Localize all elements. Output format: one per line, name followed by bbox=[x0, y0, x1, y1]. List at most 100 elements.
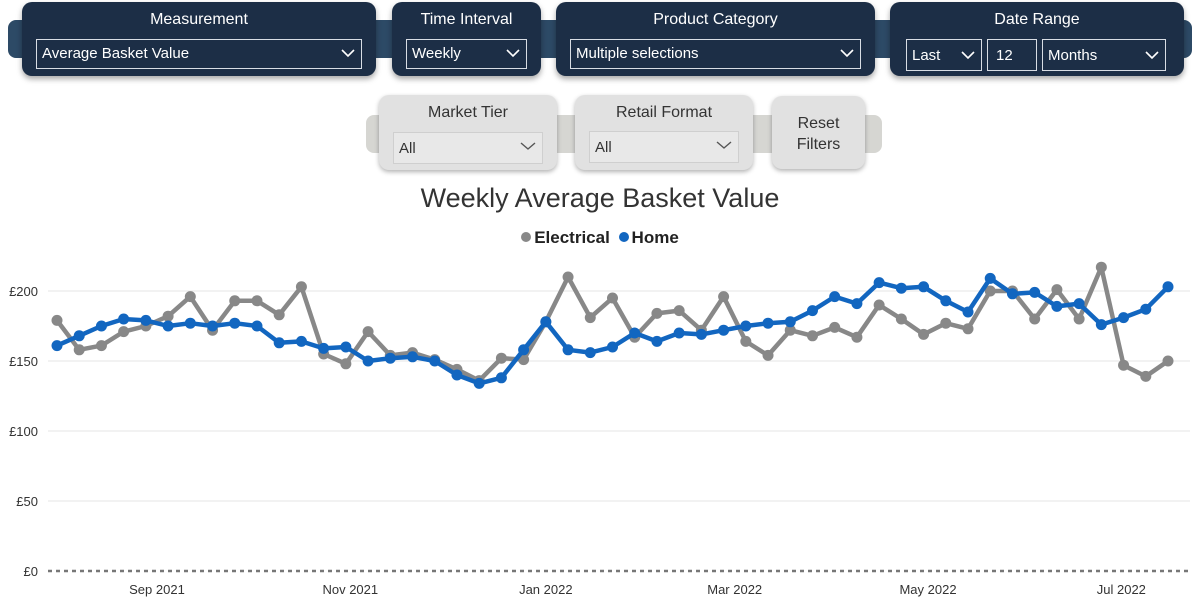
data-point-home[interactable] bbox=[518, 344, 530, 356]
data-point-electrical[interactable] bbox=[607, 292, 618, 304]
data-point-electrical[interactable] bbox=[962, 323, 974, 335]
data-point-home[interactable] bbox=[184, 317, 196, 329]
data-point-electrical[interactable] bbox=[184, 291, 196, 303]
data-point-electrical[interactable] bbox=[784, 324, 796, 336]
data-point-home[interactable] bbox=[1118, 312, 1130, 324]
data-point-electrical[interactable] bbox=[562, 271, 574, 283]
data-point-home[interactable] bbox=[73, 330, 85, 342]
data-point-electrical[interactable] bbox=[673, 305, 685, 317]
data-point-electrical[interactable] bbox=[918, 328, 930, 340]
data-point-home[interactable] bbox=[362, 355, 374, 367]
data-point-home[interactable] bbox=[940, 295, 952, 307]
data-point-home[interactable] bbox=[384, 352, 396, 364]
data-point-electrical[interactable] bbox=[873, 299, 885, 311]
data-point-electrical[interactable] bbox=[295, 281, 307, 293]
legend-item-home[interactable]: Home bbox=[618, 228, 679, 248]
data-point-home[interactable] bbox=[273, 337, 285, 349]
data-point-electrical[interactable] bbox=[51, 314, 63, 326]
data-point-home[interactable] bbox=[1006, 288, 1018, 300]
data-point-home[interactable] bbox=[340, 341, 352, 353]
data-point-home[interactable] bbox=[229, 317, 241, 329]
data-point-electrical[interactable] bbox=[940, 317, 952, 329]
data-point-electrical[interactable] bbox=[895, 313, 907, 325]
data-point-home[interactable] bbox=[407, 351, 419, 363]
data-point-home[interactable] bbox=[118, 313, 130, 325]
data-point-home[interactable] bbox=[829, 291, 841, 303]
data-point-home[interactable] bbox=[873, 277, 885, 289]
data-point-electrical[interactable] bbox=[1118, 359, 1130, 371]
data-point-electrical[interactable] bbox=[362, 326, 374, 338]
data-point-home[interactable] bbox=[51, 340, 63, 352]
data-point-home[interactable] bbox=[540, 316, 552, 328]
date-range-mode-dropdown[interactable]: Last bbox=[906, 39, 982, 71]
data-point-electrical[interactable] bbox=[229, 295, 241, 307]
data-point-home[interactable] bbox=[806, 305, 818, 317]
data-point-home[interactable] bbox=[95, 320, 107, 332]
data-point-home[interactable] bbox=[1162, 281, 1174, 293]
product-category-dropdown[interactable]: Multiple selections bbox=[570, 39, 861, 69]
data-point-home[interactable] bbox=[318, 342, 330, 354]
data-point-electrical[interactable] bbox=[1029, 313, 1041, 325]
date-range-unit-dropdown[interactable]: Months bbox=[1042, 39, 1166, 71]
data-point-electrical[interactable] bbox=[806, 330, 818, 342]
data-point-home[interactable] bbox=[1095, 319, 1107, 331]
data-point-electrical[interactable] bbox=[273, 309, 285, 321]
data-point-home[interactable] bbox=[251, 320, 263, 332]
data-point-electrical[interactable] bbox=[251, 295, 263, 307]
data-point-electrical[interactable] bbox=[762, 349, 774, 361]
data-point-home[interactable] bbox=[429, 355, 441, 367]
time-interval-dropdown[interactable]: Weekly bbox=[406, 39, 527, 69]
data-point-home[interactable] bbox=[984, 272, 996, 284]
data-point-home[interactable] bbox=[762, 317, 774, 329]
data-point-electrical[interactable] bbox=[740, 335, 752, 347]
data-point-electrical[interactable] bbox=[584, 312, 596, 324]
data-point-electrical[interactable] bbox=[495, 352, 507, 364]
data-point-electrical[interactable] bbox=[162, 310, 174, 322]
data-point-home[interactable] bbox=[695, 328, 707, 340]
data-point-electrical[interactable] bbox=[95, 340, 107, 352]
data-point-electrical[interactable] bbox=[829, 321, 841, 333]
data-point-home[interactable] bbox=[1140, 303, 1152, 315]
data-point-electrical[interactable] bbox=[851, 331, 863, 343]
data-point-home[interactable] bbox=[740, 320, 752, 332]
reset-filters-button[interactable]: Reset Filters bbox=[772, 96, 865, 169]
data-point-home[interactable] bbox=[451, 369, 463, 381]
data-point-electrical[interactable] bbox=[73, 344, 85, 356]
data-point-home[interactable] bbox=[473, 377, 485, 389]
date-range-count-input[interactable]: 12 bbox=[987, 39, 1037, 71]
data-point-home[interactable] bbox=[295, 335, 307, 347]
data-point-home[interactable] bbox=[1073, 298, 1085, 310]
data-point-home[interactable] bbox=[895, 282, 907, 294]
data-point-home[interactable] bbox=[1051, 300, 1063, 312]
data-point-home[interactable] bbox=[162, 320, 174, 332]
data-point-home[interactable] bbox=[1029, 286, 1041, 298]
data-point-electrical[interactable] bbox=[1051, 284, 1063, 296]
data-point-home[interactable] bbox=[962, 306, 974, 318]
measurement-dropdown[interactable]: Average Basket Value bbox=[36, 39, 362, 69]
data-point-electrical[interactable] bbox=[1162, 355, 1174, 367]
data-point-home[interactable] bbox=[629, 327, 641, 339]
data-point-home[interactable] bbox=[495, 372, 507, 384]
data-point-home[interactable] bbox=[918, 281, 930, 293]
retail-format-dropdown[interactable]: All bbox=[589, 131, 739, 163]
data-point-home[interactable] bbox=[207, 320, 219, 332]
data-point-home[interactable] bbox=[673, 327, 685, 339]
data-point-electrical[interactable] bbox=[1095, 261, 1107, 273]
data-point-home[interactable] bbox=[140, 314, 152, 326]
data-point-electrical[interactable] bbox=[718, 291, 730, 303]
market-tier-dropdown[interactable]: All bbox=[393, 132, 543, 164]
data-point-home[interactable] bbox=[784, 316, 796, 328]
data-point-electrical[interactable] bbox=[340, 358, 352, 370]
data-point-home[interactable] bbox=[584, 347, 596, 359]
legend-item-electrical[interactable]: Electrical bbox=[521, 228, 610, 248]
data-point-home[interactable] bbox=[851, 298, 863, 310]
data-point-electrical[interactable] bbox=[1140, 370, 1152, 382]
data-point-home[interactable] bbox=[718, 324, 730, 336]
data-point-home[interactable] bbox=[651, 335, 663, 347]
data-point-home[interactable] bbox=[562, 344, 574, 356]
data-point-electrical[interactable] bbox=[984, 285, 996, 297]
data-point-electrical[interactable] bbox=[651, 307, 663, 319]
data-point-home[interactable] bbox=[607, 341, 618, 353]
data-point-electrical[interactable] bbox=[118, 326, 130, 338]
data-point-electrical[interactable] bbox=[1073, 313, 1085, 325]
